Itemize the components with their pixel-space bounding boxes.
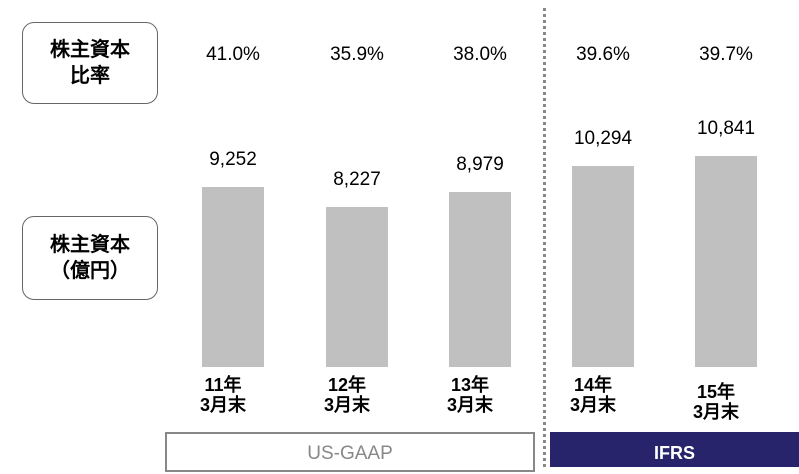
value-label: 10,841 xyxy=(696,117,756,139)
bar xyxy=(326,206,388,367)
x-tick-label: 11年 3月末 xyxy=(199,375,246,415)
x-tick-label: 13年 3月末 xyxy=(446,375,493,415)
ratio-label: 39.7% xyxy=(699,44,753,65)
ratio-label: 39.6% xyxy=(576,44,630,65)
value-label: 8,979 xyxy=(456,153,504,175)
bar xyxy=(202,186,264,367)
bar xyxy=(695,155,757,367)
value-label: 10,294 xyxy=(573,128,633,150)
ratio-label: 35.9% xyxy=(330,44,384,65)
row-label: 株主資本 （億円） xyxy=(22,216,158,300)
group-label: IFRS xyxy=(550,432,799,467)
ratio-label: 38.0% xyxy=(453,44,507,65)
value-label: 8,227 xyxy=(333,168,381,190)
x-tick-label: 15年 3月末 xyxy=(692,382,739,422)
bar xyxy=(449,191,511,367)
bar xyxy=(572,166,634,367)
ratio-label: 41.0% xyxy=(206,44,260,65)
x-tick-label: 14年 3月末 xyxy=(569,375,616,415)
group-label: US-GAAP xyxy=(165,432,535,472)
row-label: 株主資本 比率 xyxy=(22,22,158,104)
value-label: 9,252 xyxy=(209,148,257,170)
x-tick-label: 12年 3月末 xyxy=(323,375,370,415)
divider xyxy=(543,8,546,467)
